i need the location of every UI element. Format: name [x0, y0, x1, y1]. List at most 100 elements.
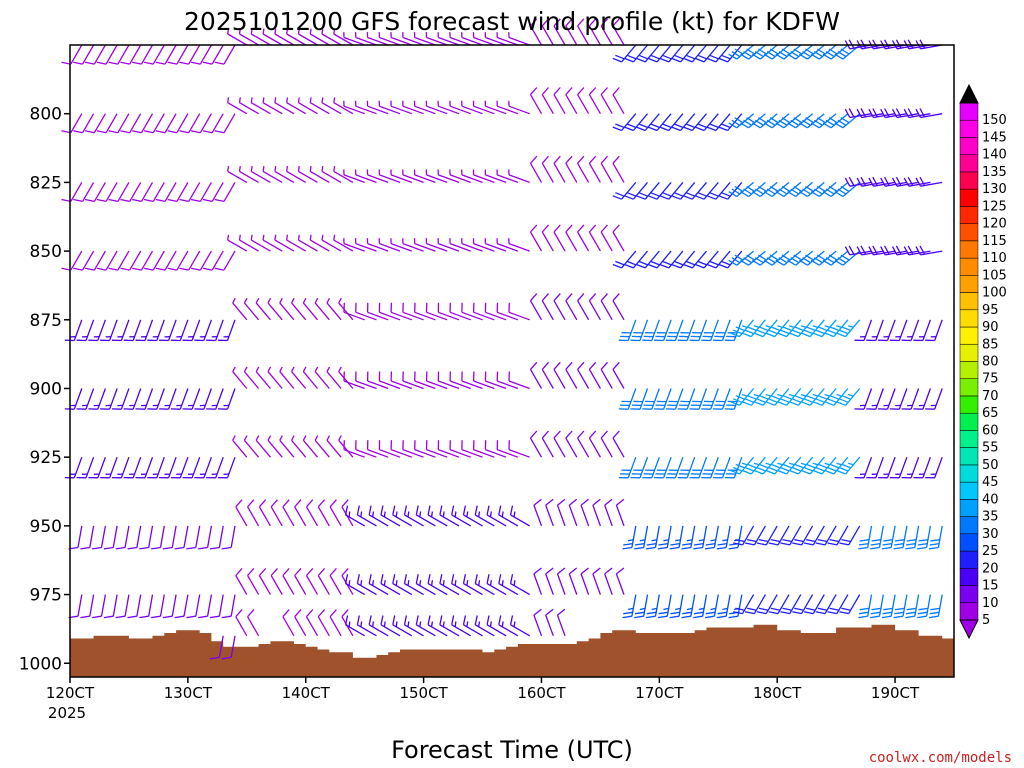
- barb-half-flag: [286, 28, 289, 35]
- wind-barb: [214, 250, 236, 271]
- wind-barb: [744, 525, 766, 546]
- barb-flag: [765, 469, 776, 475]
- wind-barb: [221, 525, 236, 550]
- barb-flag: [770, 538, 781, 543]
- barb-flag: [903, 177, 910, 187]
- wind-barb: [243, 366, 260, 389]
- barb-flag: [744, 542, 755, 546]
- colorbar-label: 75: [982, 372, 999, 387]
- wind-barb: [671, 44, 696, 63]
- barb-flag: [604, 498, 613, 506]
- barb-flag: [716, 546, 727, 550]
- wind-barb: [803, 525, 825, 546]
- barb-flag: [813, 119, 823, 126]
- barb-flag: [793, 48, 803, 55]
- wind-barb: [314, 366, 330, 389]
- barb-flag: [179, 198, 189, 203]
- wind-barb: [174, 594, 189, 619]
- barb-flag: [743, 188, 752, 195]
- barb-flag: [530, 224, 538, 233]
- wind-barb: [366, 169, 389, 184]
- colorbar-label: 25: [982, 544, 999, 559]
- barb-flag: [705, 542, 716, 546]
- barb-half-flag: [267, 297, 272, 304]
- wind-barb: [437, 302, 460, 321]
- barb-staff: [510, 514, 531, 527]
- wind-barb: [801, 456, 825, 475]
- colorbar-swatch: [959, 481, 979, 500]
- barb-staff: [329, 616, 342, 637]
- barb-flag: [92, 615, 102, 619]
- barb-staff: [508, 174, 530, 184]
- barb-flag: [815, 398, 825, 403]
- barb-staff: [612, 25, 625, 46]
- wind-barb: [634, 525, 649, 550]
- barb-staff: [473, 448, 495, 458]
- barb-flag: [624, 195, 634, 200]
- barb-flag: [881, 615, 892, 619]
- barb-flag: [919, 245, 926, 255]
- barb-flag: [615, 54, 625, 60]
- wind-barb: [262, 97, 283, 115]
- barb-flag: [848, 176, 855, 186]
- barb-flag: [810, 122, 820, 129]
- colorbar-swatch: [959, 154, 979, 173]
- y-tick-label: 850: [30, 242, 62, 262]
- wind-barb: [64, 456, 83, 479]
- wind-barb: [344, 574, 366, 596]
- barb-half-flag: [663, 539, 669, 542]
- wind-barb: [368, 615, 389, 637]
- barb-flag: [647, 263, 658, 269]
- wind-barb: [541, 293, 554, 321]
- barb-staff: [627, 319, 637, 341]
- barb-staff: [317, 506, 330, 527]
- wind-barb: [712, 388, 731, 410]
- colorbar-swatch: [959, 550, 979, 569]
- barb-flag: [894, 607, 905, 611]
- barb-staff: [343, 242, 365, 252]
- barb-flag: [530, 361, 538, 370]
- wind-barb: [565, 430, 578, 458]
- wind-barb: [496, 169, 519, 184]
- wind-barb: [498, 615, 519, 637]
- barb-half-flag: [395, 511, 398, 517]
- wind-barb: [439, 615, 460, 637]
- barb-staff: [302, 439, 318, 458]
- barb-half-flag: [513, 580, 516, 586]
- wind-barb: [132, 113, 154, 134]
- wind-barb: [775, 181, 802, 198]
- barb-staff: [556, 504, 566, 527]
- wind-barb: [274, 166, 295, 183]
- barb-staff: [73, 319, 83, 341]
- wind-barb: [100, 388, 118, 410]
- wind-barb: [338, 366, 354, 389]
- wind-barb: [787, 113, 814, 129]
- wind-barb: [925, 388, 943, 410]
- barb-flag: [792, 611, 802, 615]
- wind-barb: [182, 319, 201, 342]
- wind-barb: [677, 456, 696, 479]
- barb-flag: [780, 611, 790, 615]
- barb-flag: [744, 611, 755, 615]
- barb-flag: [881, 546, 892, 550]
- barb-flag: [486, 615, 490, 625]
- barb-flag: [647, 57, 658, 63]
- barb-half-flag: [309, 28, 312, 35]
- barb-flag: [235, 567, 243, 576]
- wind-barb: [706, 44, 731, 63]
- barb-staff: [651, 319, 660, 341]
- barb-half-flag: [789, 325, 795, 329]
- barb-staff: [588, 437, 601, 458]
- barb-flag: [498, 615, 502, 625]
- barb-flag: [588, 430, 597, 439]
- wind-barb: [202, 113, 224, 134]
- barb-flag: [883, 539, 893, 542]
- barb-staff: [199, 250, 212, 271]
- wind-barb: [917, 594, 932, 619]
- wind-barb: [343, 302, 365, 321]
- barb-staff: [577, 369, 590, 389]
- wind-barb: [279, 297, 295, 321]
- barb-flag: [903, 246, 910, 256]
- barb-staff: [604, 504, 613, 527]
- barb-half-flag: [274, 28, 277, 35]
